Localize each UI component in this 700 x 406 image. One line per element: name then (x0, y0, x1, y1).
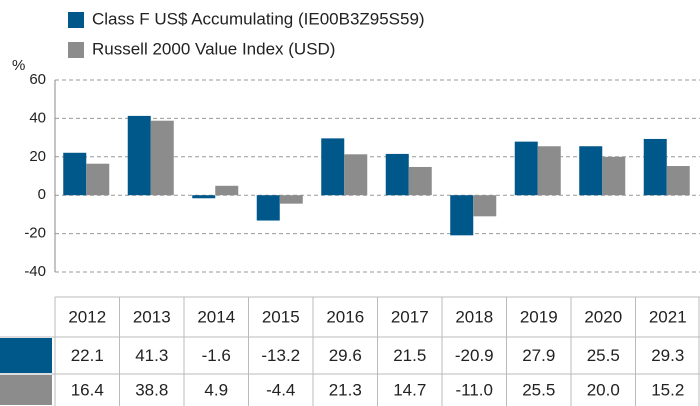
bar (666, 166, 690, 196)
bar (279, 195, 303, 204)
bar (344, 154, 368, 196)
y-tick-label: 0 (38, 186, 46, 203)
bar (537, 146, 561, 196)
bar (192, 195, 216, 199)
bar (127, 115, 151, 196)
legend-label: Russell 2000 Value Index (USD) (92, 39, 335, 58)
legend-label: Class F US$ Accumulating (IE00B3Z95S59) (92, 9, 425, 28)
x-tick-label: 2017 (391, 307, 429, 326)
bar (602, 156, 626, 196)
table-value: -11.0 (456, 380, 494, 399)
y-tick-label: 20 (29, 148, 46, 165)
y-tick-label: -20 (24, 225, 46, 242)
y-tick-label: -40 (24, 263, 46, 280)
table-value: 27.9 (522, 346, 555, 365)
x-tick-label: 2021 (649, 307, 687, 326)
x-tick-label: 2020 (584, 307, 622, 326)
table-value: -4.4 (266, 380, 295, 399)
table-swatch (0, 375, 52, 405)
bar (63, 152, 87, 196)
y-tick-label: 40 (29, 109, 46, 126)
table-value: 25.5 (587, 346, 620, 365)
table-value: -13.2 (261, 346, 300, 365)
table-value: -1.6 (202, 346, 231, 365)
table-value: 29.6 (329, 346, 362, 365)
y-tick-label: 60 (29, 71, 46, 88)
bar (408, 166, 432, 196)
legend-swatch (68, 42, 84, 58)
table-value: 22.1 (71, 346, 104, 365)
x-tick-label: 2014 (197, 307, 235, 326)
table-value: 21.3 (329, 380, 362, 399)
table-value: 21.5 (393, 346, 426, 365)
bar (643, 138, 667, 196)
legend-swatch (68, 12, 84, 28)
table-value: 20.0 (587, 380, 620, 399)
bar (385, 153, 409, 196)
x-tick-label: 2015 (262, 307, 300, 326)
table-value: -20.9 (455, 346, 494, 365)
table-value: 29.3 (651, 346, 684, 365)
table-value: 15.2 (651, 380, 684, 399)
bar (256, 195, 280, 221)
x-tick-label: 2012 (68, 307, 106, 326)
table-value: 16.4 (71, 380, 104, 399)
bar (86, 163, 110, 196)
bar (473, 195, 497, 217)
bar (579, 146, 603, 196)
table-value: 41.3 (135, 346, 168, 365)
bar (321, 138, 345, 196)
table-value: 14.7 (393, 380, 426, 399)
x-tick-label: 2016 (326, 307, 364, 326)
bar (215, 185, 239, 196)
table-value: 38.8 (135, 380, 168, 399)
table-value: 25.5 (522, 380, 555, 399)
table-value: 4.9 (204, 380, 228, 399)
y-axis-label: % (12, 57, 25, 74)
x-tick-label: 2018 (455, 307, 493, 326)
bar (514, 141, 538, 196)
bar (150, 120, 174, 196)
bar (450, 195, 474, 236)
table-swatch (0, 338, 52, 373)
x-tick-label: 2013 (133, 307, 171, 326)
x-tick-label: 2019 (520, 307, 558, 326)
